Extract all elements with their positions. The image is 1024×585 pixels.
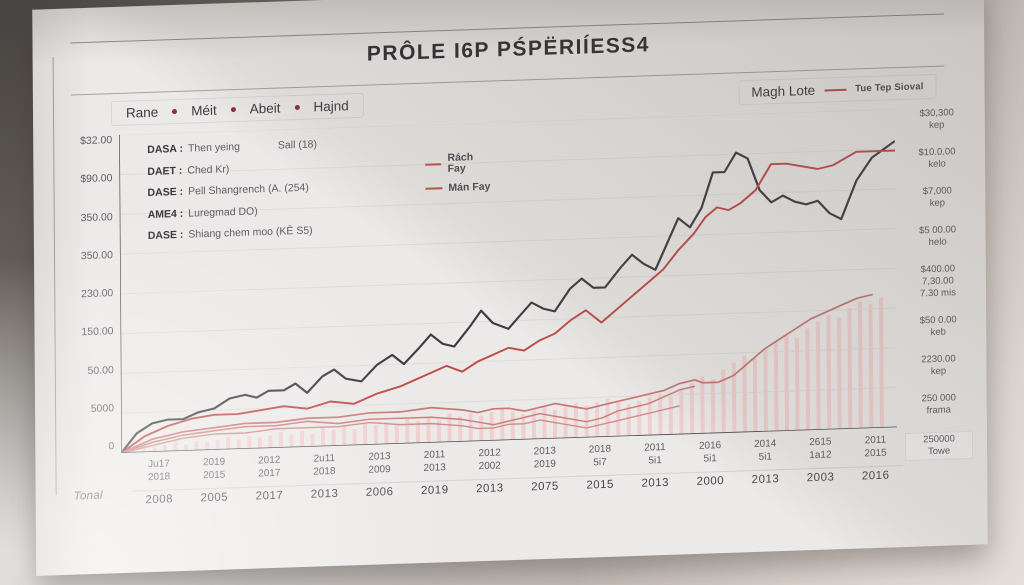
- legend-item: Rane: [125, 104, 159, 121]
- y-axis-label: 350.00: [80, 210, 113, 224]
- volume-bar: [815, 321, 821, 430]
- y-axis-label-group: $7,000 kep: [922, 185, 952, 210]
- y-axis-label-group: 250 000 frama: [921, 392, 956, 417]
- red-line-swatch-icon: [425, 187, 443, 191]
- red-main-line: [120, 149, 896, 453]
- bullet-dot-icon: [172, 108, 178, 115]
- y-axis-label-group: 250000 Towe: [904, 430, 974, 461]
- legend-group-right: Magh Lote Tue Tep Sioval: [738, 73, 937, 106]
- inline-series-legend: Rách Fay Mán Fay: [425, 151, 492, 195]
- axis-footnote: Tonal: [73, 489, 103, 503]
- series-legend-entry: Rách Fay: [425, 151, 492, 175]
- volume-bar: [763, 348, 768, 432]
- info-extra: Sall (18): [277, 138, 318, 152]
- volume-bar: [742, 355, 747, 433]
- y-axis-label-group: $5 00.00 helo: [919, 224, 957, 249]
- chart-svg: [119, 109, 897, 453]
- legend-series-label: Tue Tep Sioval: [855, 81, 924, 95]
- volume-bar: [794, 338, 800, 431]
- volume-bar: [784, 335, 790, 431]
- legend-item: Abeit: [249, 100, 281, 117]
- volume-bar: [773, 342, 779, 432]
- y-axis-label-group: $400.00 7,30.00 7.30 mis: [919, 263, 956, 300]
- plot-region: DASA Then yeing Sall (18) DAET Ched Kr) DAS…: [119, 109, 897, 453]
- y-axis-label: $32.00: [80, 134, 113, 148]
- y-axis-label: 350.00: [80, 248, 114, 262]
- volume-bar: [868, 303, 874, 429]
- volume-bar: [879, 297, 884, 428]
- chart-info-box: DASA Then yeing Sall (18) DAET Ched Kr) DAS…: [147, 129, 493, 248]
- volume-bar: [857, 301, 863, 429]
- info-key: DASE: [147, 186, 183, 199]
- pink-line-b: [121, 385, 696, 453]
- red-line-swatch-icon: [824, 88, 847, 91]
- y-axis-left: $32.00 $90.00 350.00 350.00 230.00 150.00 50.0…: [54, 134, 121, 455]
- info-key: DASE: [148, 229, 184, 242]
- y-axis-label: 230.00: [81, 287, 114, 301]
- info-key: DAET: [147, 164, 182, 177]
- y-axis-label: 150.00: [81, 325, 114, 339]
- bullet-dot-icon: [230, 107, 236, 113]
- y-axis-label: 50.00: [87, 363, 114, 377]
- legend-item: Hajnd: [313, 98, 349, 115]
- info-value: Luregmad DO): [188, 204, 258, 220]
- volume-bar: [836, 317, 842, 430]
- volume-bar: [752, 358, 758, 433]
- black-main-line: [120, 140, 896, 453]
- y-axis-label: 0: [108, 440, 115, 453]
- y-axis-label-group: $30,300 kep: [919, 107, 954, 131]
- y-axis-label-group: $10.0.00 kelo: [918, 146, 956, 170]
- info-value: Ched Kr): [187, 162, 230, 177]
- legend-item: Méit: [191, 102, 217, 119]
- bullet-dot-icon: [294, 104, 300, 111]
- volume-bar: [847, 307, 853, 429]
- red-line-swatch-icon: [425, 162, 442, 166]
- info-value: Then yeing: [187, 140, 240, 155]
- y-axis-label-group: $50 0.00 keb: [919, 314, 957, 339]
- pink-line-a: [120, 293, 873, 453]
- info-value: Pell Shangrench (A. (254): [188, 181, 309, 198]
- pink-line-c: [121, 405, 680, 453]
- y-axis-label: 5000: [90, 401, 115, 415]
- legend-label: Magh Lote: [751, 82, 816, 100]
- y-axis-label-group: 2230.00 kep: [921, 353, 956, 378]
- info-key: AME4: [148, 207, 184, 220]
- paper-document: PRÔLE I6P PŚPËRIÍESS4 Rane Méit Abeit Ha…: [32, 0, 988, 576]
- series-legend-entry: Mán Fay: [425, 181, 492, 195]
- volume-bar: [826, 314, 832, 430]
- chart-area: $32.00 $90.00 350.00 350.00 230.00 150.00 50.0…: [52, 57, 974, 496]
- legend-group-left: Rane Méit Abeit Hajnd: [110, 92, 364, 127]
- y-axis-label: $90.00: [80, 172, 113, 186]
- volume-bar: [805, 328, 811, 431]
- y-axis-right: $30,300 kep $10.0.00 kelo $7,000 kep $5 00.00 h…: [895, 107, 974, 462]
- info-value: Shiang chem moo (KĒ S5): [188, 224, 313, 241]
- info-key: DASA: [147, 143, 183, 156]
